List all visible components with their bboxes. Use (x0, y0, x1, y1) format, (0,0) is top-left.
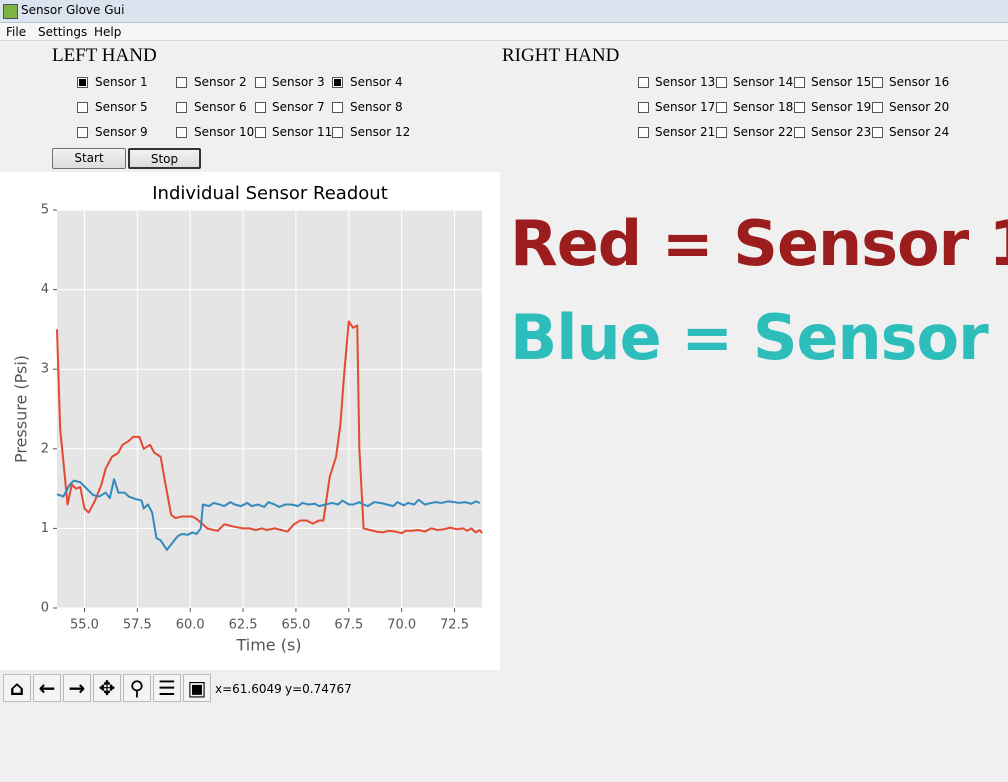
toolbar-button[interactable]: ☰ (153, 674, 181, 702)
plot-area (57, 210, 482, 608)
right-hand-title: RIGHT HAND (502, 45, 620, 66)
sensor-label[interactable]: Sensor 16 (889, 75, 950, 89)
sensor-checkbox[interactable] (176, 127, 187, 138)
sensor-label[interactable]: Sensor 20 (889, 100, 950, 114)
x-tick-label: 65.0 (281, 618, 310, 633)
x-tick-label: 60.0 (176, 618, 205, 633)
menu-bar: File Settings Help (0, 23, 1008, 41)
sensor-label[interactable]: Sensor 12 (350, 125, 411, 139)
sensor-label[interactable]: Sensor 2 (194, 75, 247, 89)
sensor-checkbox[interactable] (332, 102, 343, 113)
y-axis-label: Pressure (Psi) (12, 355, 31, 463)
toolbar-button[interactable]: ✥ (93, 674, 121, 702)
y-tick-label: 1 (41, 521, 49, 536)
status-x: x=61.6049 (215, 682, 282, 696)
sensor-label[interactable]: Sensor 3 (272, 75, 325, 89)
sensor-label[interactable]: Sensor 10 (194, 125, 255, 139)
data-line (56, 320, 483, 535)
data-line (56, 478, 481, 551)
sensor-checkbox[interactable] (716, 102, 727, 113)
title-bar: Sensor Glove Gui (0, 0, 1008, 23)
sensor-checkbox[interactable] (794, 102, 805, 113)
sensor-checkbox[interactable] (872, 127, 883, 138)
sensor-label[interactable]: Sensor 19 (811, 100, 872, 114)
y-tick-label: 5 (41, 203, 49, 218)
sensor-label[interactable]: Sensor 24 (889, 125, 950, 139)
toolbar-button[interactable]: ⌂ (3, 674, 31, 702)
button[interactable]: Start (52, 148, 126, 169)
sensor-label[interactable]: Sensor 5 (95, 100, 148, 114)
sensor-checkbox[interactable] (872, 102, 883, 113)
menu-item[interactable]: Help (94, 25, 122, 39)
sensor-checkbox[interactable] (176, 102, 187, 113)
sensor-checkbox[interactable] (77, 127, 88, 138)
sensor-label[interactable]: Sensor 7 (272, 100, 325, 114)
left-hand-title: LEFT HAND (52, 45, 157, 66)
sensor-label[interactable]: Sensor 15 (811, 75, 872, 89)
sensor-label[interactable]: Sensor 18 (733, 100, 794, 114)
sensor-label[interactable]: Sensor 1 (95, 75, 148, 89)
x-tick-label: 57.5 (123, 618, 152, 633)
toolbar-button[interactable]: ▣ (183, 674, 211, 702)
sensor-checkbox[interactable] (255, 127, 266, 138)
toolbar-button[interactable]: ← (33, 674, 61, 702)
x-tick-label: 70.0 (387, 618, 416, 633)
sensor-checkbox[interactable] (794, 127, 805, 138)
app-icon (3, 4, 18, 19)
toolbar-button[interactable]: ⚲ (123, 674, 151, 702)
chart: Individual Sensor Readout Time (s) Press… (0, 172, 500, 670)
sensor-checkbox[interactable] (77, 102, 88, 113)
sensor-label[interactable]: Sensor 8 (350, 100, 403, 114)
sensor-checkbox[interactable] (332, 77, 343, 88)
sensor-label[interactable]: Sensor 4 (350, 75, 403, 89)
sensor-label[interactable]: Sensor 11 (272, 125, 333, 139)
window-title: Sensor Glove Gui (21, 3, 125, 17)
sensor-label[interactable]: Sensor 14 (733, 75, 794, 89)
status-y: y=0.74767 (285, 682, 352, 696)
sensor-checkbox[interactable] (176, 77, 187, 88)
x-tick-label: 55.0 (70, 618, 99, 633)
button[interactable]: Stop (128, 148, 201, 169)
menu-item[interactable]: Settings (38, 25, 88, 39)
menu-item[interactable]: File (6, 25, 27, 39)
legend-annotation: Red = Sensor 1 (510, 207, 1008, 280)
sensor-checkbox[interactable] (332, 127, 343, 138)
sensor-checkbox[interactable] (255, 102, 266, 113)
y-tick-label: 3 (41, 362, 49, 377)
sensor-label[interactable]: Sensor 6 (194, 100, 247, 114)
check-mark (79, 79, 86, 86)
sensor-label[interactable]: Sensor 17 (655, 100, 716, 114)
sensor-checkbox[interactable] (638, 127, 649, 138)
y-tick-label: 0 (41, 601, 49, 616)
sensor-label[interactable]: Sensor 13 (655, 75, 716, 89)
x-tick-label: 67.5 (334, 618, 363, 633)
sensor-label[interactable]: Sensor 22 (733, 125, 794, 139)
sensor-label[interactable]: Sensor 9 (95, 125, 148, 139)
sensor-label[interactable]: Sensor 23 (811, 125, 872, 139)
sensor-checkbox[interactable] (255, 77, 266, 88)
sensor-checkbox[interactable] (872, 77, 883, 88)
chart-title: Individual Sensor Readout (152, 183, 388, 204)
sensor-checkbox[interactable] (638, 102, 649, 113)
x-axis-label: Time (s) (235, 636, 301, 655)
x-tick-label: 72.5 (440, 618, 469, 633)
y-tick-label: 2 (41, 441, 49, 456)
sensor-checkbox[interactable] (77, 77, 88, 88)
x-tick-label: 62.5 (229, 618, 258, 633)
y-tick-label: 4 (41, 282, 49, 297)
check-mark (334, 79, 341, 86)
sensor-checkbox[interactable] (716, 77, 727, 88)
sensor-checkbox[interactable] (638, 77, 649, 88)
sensor-label[interactable]: Sensor 21 (655, 125, 716, 139)
legend-annotation: Blue = Sensor 4 (510, 301, 1008, 374)
toolbar-button[interactable]: → (63, 674, 91, 702)
sensor-checkbox[interactable] (794, 77, 805, 88)
sensor-checkbox[interactable] (716, 127, 727, 138)
